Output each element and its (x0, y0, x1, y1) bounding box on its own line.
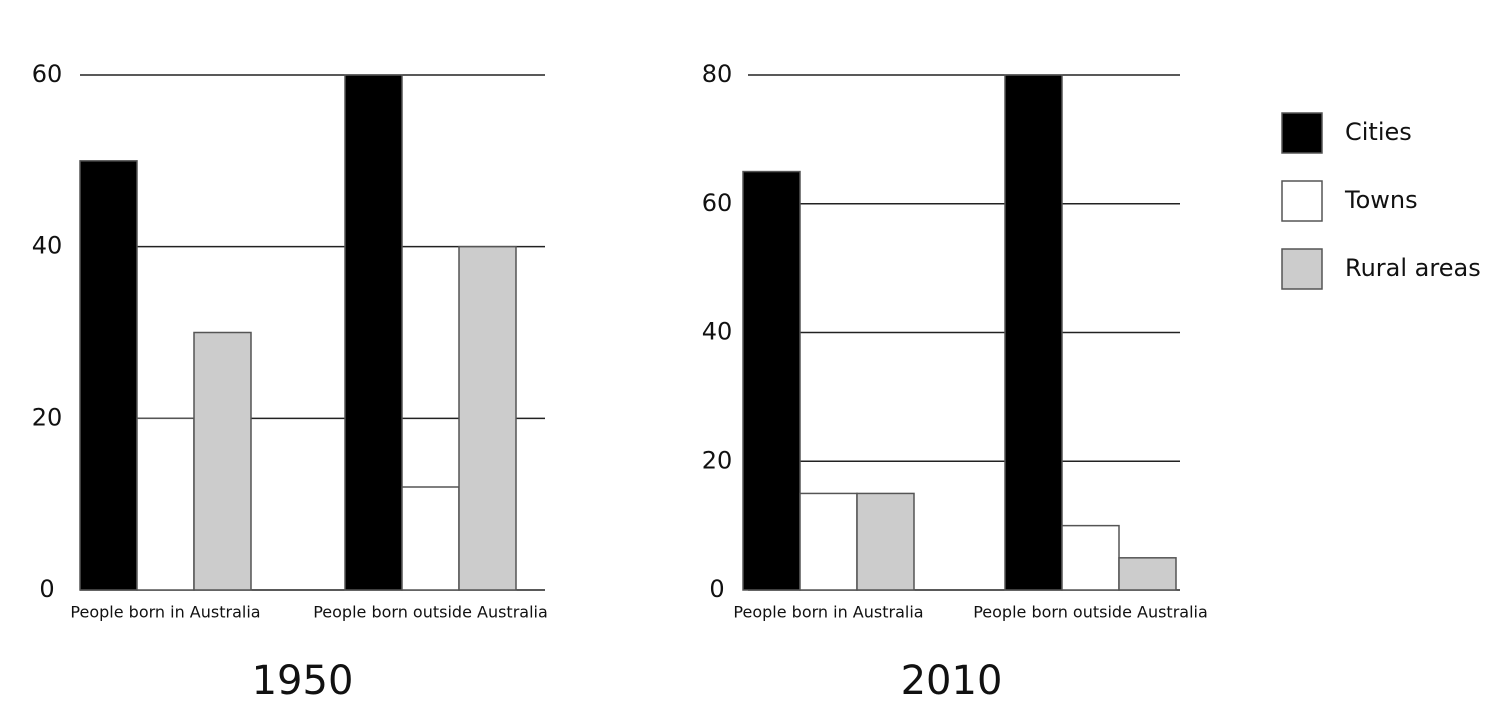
chart-title: 1950 (252, 658, 354, 704)
x-tick-label: People born in Australia (70, 603, 260, 622)
bar (1061, 524, 1120, 591)
y-tick-label: 60 (32, 60, 63, 88)
y-tick-label: 0 (709, 575, 724, 603)
bar (458, 245, 517, 591)
y-tick-label: 0 (39, 575, 54, 603)
bar (136, 417, 195, 591)
y-tick-label: 20 (702, 446, 733, 474)
legend-label: Towns (1344, 186, 1418, 214)
y-tick-label: 20 (32, 403, 63, 431)
chart-title: 2010 (901, 658, 1003, 704)
y-tick-label: 60 (702, 189, 733, 217)
x-tick-label: People born in Australia (733, 603, 923, 622)
x-tick-label: People born outside Australia (973, 603, 1208, 622)
x-tick-label: People born outside Australia (313, 603, 548, 622)
y-tick-label: 40 (32, 232, 63, 260)
legend-label: Cities (1345, 118, 1412, 146)
y-tick-label: 40 (702, 318, 733, 346)
legend-swatch (1281, 112, 1323, 154)
bar (79, 160, 138, 591)
bar (193, 331, 252, 591)
bar (1004, 74, 1063, 591)
bar (1118, 557, 1177, 591)
bar (742, 170, 801, 591)
y-tick-label: 80 (702, 60, 733, 88)
legend-label: Rural areas (1345, 254, 1481, 282)
bar (401, 486, 460, 591)
legend-swatch (1281, 180, 1323, 222)
bar (799, 492, 858, 591)
legend-swatch (1281, 248, 1323, 290)
bar (344, 74, 403, 591)
bar (856, 492, 915, 591)
